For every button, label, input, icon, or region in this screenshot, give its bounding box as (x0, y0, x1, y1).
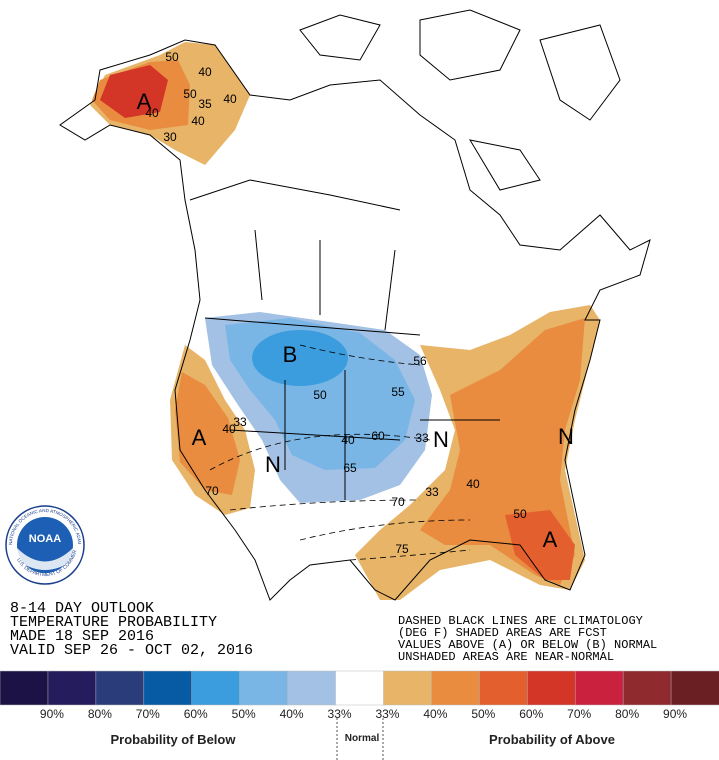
contour-label: 40 (198, 65, 212, 79)
outlook-line: TEMPERATURE PROBABILITY (10, 614, 217, 631)
contour-label: 50 (313, 388, 327, 402)
contour-label: 33 (233, 415, 247, 429)
contour-label: 40 (341, 433, 355, 447)
forecast-shading (90, 42, 600, 600)
contour-label: 40 (145, 106, 159, 120)
contour-label: 30 (163, 130, 177, 144)
contour-label: 70 (205, 484, 219, 498)
note-line: (DEG F) SHADED AREAS ARE FCST (398, 626, 607, 640)
arctic-islands (299, 9, 621, 191)
legend-label: 33% (328, 707, 352, 721)
legend-label: 60% (184, 707, 208, 721)
contour-label: 70 (391, 495, 405, 509)
contour-label: 33 (425, 485, 439, 499)
contour-label: 33 (415, 431, 429, 445)
legend-swatch (670, 670, 719, 706)
outlook-line: 8-14 DAY OUTLOOK (10, 600, 154, 617)
category-label: N (558, 424, 574, 449)
legend-label: 70% (567, 707, 591, 721)
notes: DASHED BLACK LINES ARE CLIMATOLOGY (DEG … (398, 614, 657, 664)
legend-label: 90% (40, 707, 64, 721)
legend: Probability of Below Normal Probability … (0, 670, 719, 760)
legend-label: 33% (375, 707, 399, 721)
legend-below-title: Probability of Below (111, 732, 237, 747)
legend-label: 80% (88, 707, 112, 721)
alaska-above-60 (100, 65, 168, 118)
contour-label: 40 (466, 477, 480, 491)
contour-label: 40 (222, 422, 236, 436)
legend-swatch (0, 670, 49, 706)
contour-label: 55 (391, 385, 405, 399)
legend-normal-title: Normal (345, 733, 380, 744)
legend-swatch (239, 670, 289, 706)
note-line: UNSHADED AREAS ARE NEAR-NORMAL (398, 650, 614, 664)
contour-label: 35 (198, 97, 212, 111)
category-label: B (283, 342, 298, 367)
legend-swatch (143, 670, 193, 706)
outlook-line: MADE 18 SEP 2016 (10, 628, 154, 645)
legend-swatch (191, 670, 241, 706)
category-label: A (137, 89, 152, 114)
legend-label: 50% (471, 707, 495, 721)
category-label: N (265, 452, 281, 477)
contour-label: 60 (371, 429, 385, 443)
contour-label: 65 (343, 461, 357, 475)
southeast-above-60 (505, 510, 575, 580)
legend-label: 70% (136, 707, 160, 721)
legend-swatch (47, 670, 97, 706)
legend-swatch (287, 670, 337, 706)
contour-label: 75 (395, 542, 409, 556)
climatology-lines (209, 344, 471, 561)
legend-label: 40% (423, 707, 447, 721)
legend-label: 40% (280, 707, 304, 721)
legend-above-title: Probability of Above (489, 732, 615, 747)
contour-label: 50 (183, 87, 197, 101)
contour-label: 50 (513, 507, 527, 521)
legend-label: 80% (615, 707, 639, 721)
contour-label: 40 (223, 92, 237, 106)
category-label: A (192, 425, 207, 450)
legend-label: 50% (232, 707, 256, 721)
legend-swatch (383, 670, 433, 706)
contour-label: 56 (413, 354, 427, 368)
category-label: N (433, 427, 449, 452)
legend-swatch (574, 670, 624, 706)
legend-label: 90% (663, 707, 687, 721)
legend-swatch (95, 670, 145, 706)
outlook-line: VALID SEP 26 - OCT 02, 2016 (10, 642, 253, 659)
legend-swatch (622, 670, 672, 706)
map-outline (59, 9, 651, 601)
legend-swatch (527, 670, 576, 706)
coastline (59, 39, 651, 601)
note-line: DASHED BLACK LINES ARE CLIMATOLOGY (398, 614, 643, 628)
borders (189, 179, 500, 500)
contour-label: 40 (191, 114, 205, 128)
category-label: A (543, 527, 558, 552)
legend-swatch (431, 670, 481, 706)
contour-label: 50 (165, 50, 179, 64)
legend-swatch (479, 670, 529, 706)
map-labels: A 40 50 35 40 40 30 40 50 B 50 55 56 40 … (137, 50, 574, 556)
legend-label: 60% (519, 707, 543, 721)
west-above-50 (175, 372, 240, 495)
note-line: VALUES ABOVE (A) OR BELOW (B) NORMAL (398, 638, 657, 652)
outlook-header: 8-14 DAY OUTLOOK TEMPERATURE PROBABILITY… (10, 600, 253, 659)
logo-name: NOAA (29, 533, 61, 545)
west-below-50 (252, 330, 348, 386)
legend-swatch (335, 670, 385, 706)
